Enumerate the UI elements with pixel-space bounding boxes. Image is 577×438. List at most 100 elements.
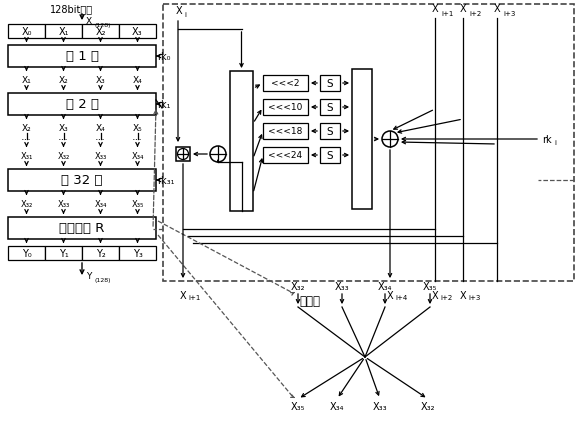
Text: X₃₂: X₃₂	[291, 281, 305, 291]
Text: X: X	[432, 290, 439, 300]
Text: X₃₂: X₃₂	[57, 152, 70, 161]
Text: X: X	[460, 4, 466, 14]
Text: X: X	[175, 6, 182, 16]
Text: <<<24: <<<24	[268, 151, 302, 160]
Text: i+1: i+1	[188, 294, 200, 300]
Text: X₃₂: X₃₂	[20, 200, 33, 208]
Text: X₃₁: X₃₁	[20, 152, 33, 161]
Text: X₂: X₂	[95, 27, 106, 37]
Text: i+1: i+1	[441, 11, 454, 17]
Text: X₃₅: X₃₅	[291, 401, 305, 411]
Text: X₂: X₂	[59, 76, 69, 85]
Text: <<<2: <<<2	[271, 79, 299, 88]
Text: Y: Y	[86, 272, 91, 281]
Bar	[263, 124, 308, 140]
Text: X₃: X₃	[96, 76, 106, 85]
Text: i+2: i+2	[469, 11, 481, 17]
Text: X₁: X₁	[58, 27, 69, 37]
Bar	[320, 100, 340, 116]
Text: X₃₅: X₃₅	[132, 200, 144, 208]
Text: 第 32 轮: 第 32 轮	[61, 174, 103, 187]
Text: i+3: i+3	[468, 294, 481, 300]
Text: X₃₃: X₃₃	[57, 200, 70, 208]
Text: rk₃₁: rk₃₁	[157, 176, 174, 186]
Bar	[82, 247, 119, 261]
Bar	[8, 218, 156, 240]
Text: X₃: X₃	[59, 124, 69, 133]
Bar	[263, 148, 308, 164]
Bar	[320, 76, 340, 92]
Bar	[8, 25, 45, 39]
Text: X: X	[86, 18, 92, 26]
Circle shape	[382, 132, 398, 148]
Text: X: X	[460, 290, 466, 300]
Bar	[45, 247, 82, 261]
Bar	[119, 247, 156, 261]
Bar	[8, 46, 156, 68]
Text: X₃₄: X₃₄	[94, 200, 107, 208]
Text: i: i	[184, 12, 186, 18]
Text: X₃₄: X₃₄	[329, 401, 344, 411]
Text: (128): (128)	[94, 278, 111, 283]
Bar	[320, 124, 340, 140]
Text: X: X	[494, 4, 500, 14]
Text: X₅: X₅	[133, 124, 143, 133]
Bar	[8, 94, 156, 116]
Bar	[352, 70, 372, 209]
Text: Y₀: Y₀	[21, 248, 31, 258]
Text: i+2: i+2	[440, 294, 452, 300]
Bar	[230, 72, 253, 212]
Text: X₃₃: X₃₃	[95, 152, 107, 161]
Text: rk₀: rk₀	[157, 52, 170, 62]
Text: Y₁: Y₁	[59, 248, 69, 258]
Text: 第 1 轮: 第 1 轮	[66, 50, 99, 64]
Text: X₂: X₂	[21, 124, 31, 133]
Text: 轮函数: 轮函数	[299, 294, 320, 307]
Text: X₃₄: X₃₄	[131, 152, 144, 161]
Text: X₃₂: X₃₂	[421, 401, 435, 411]
Text: i: i	[554, 140, 556, 146]
Text: X₁: X₁	[21, 76, 31, 85]
Text: X₃₄: X₃₄	[378, 281, 392, 291]
Text: <<<18: <<<18	[268, 127, 303, 136]
Text: X: X	[387, 290, 394, 300]
Text: Y₃: Y₃	[133, 248, 143, 258]
Text: S: S	[327, 79, 334, 89]
Text: 第 2 轮: 第 2 轮	[66, 98, 99, 111]
Text: rk: rk	[542, 135, 552, 145]
Text: <<<10: <<<10	[268, 103, 303, 112]
Circle shape	[210, 147, 226, 162]
Bar	[119, 25, 156, 39]
Text: S: S	[327, 127, 334, 137]
Bar	[8, 170, 156, 191]
Text: ...: ...	[58, 132, 69, 141]
Text: X: X	[432, 4, 439, 14]
Text: X₃₃: X₃₃	[335, 281, 349, 291]
Text: ...: ...	[132, 132, 143, 141]
Text: rk₁: rk₁	[157, 100, 170, 110]
Text: i+4: i+4	[395, 294, 407, 300]
Bar	[176, 148, 190, 162]
Text: 反序变换 R: 反序变换 R	[59, 222, 104, 235]
Text: X₃: X₃	[132, 27, 143, 37]
Text: S: S	[327, 151, 334, 161]
Text: X₄: X₄	[96, 124, 106, 133]
Text: ...: ...	[95, 132, 106, 141]
Bar	[263, 76, 308, 92]
Text: 128bit明文: 128bit明文	[50, 4, 93, 14]
Text: X₀: X₀	[21, 27, 32, 37]
Text: X₃₅: X₃₅	[423, 281, 437, 291]
Bar	[163, 5, 574, 281]
Bar	[45, 25, 82, 39]
Bar	[82, 25, 119, 39]
Bar	[263, 100, 308, 116]
Text: X: X	[179, 290, 186, 300]
Text: S: S	[327, 103, 334, 113]
Text: (128): (128)	[94, 22, 111, 28]
Text: X₄: X₄	[133, 76, 143, 85]
Text: i+3: i+3	[503, 11, 515, 17]
Text: ...: ...	[21, 132, 32, 141]
Bar	[320, 148, 340, 164]
Text: X₃₃: X₃₃	[373, 401, 387, 411]
Bar	[8, 247, 45, 261]
